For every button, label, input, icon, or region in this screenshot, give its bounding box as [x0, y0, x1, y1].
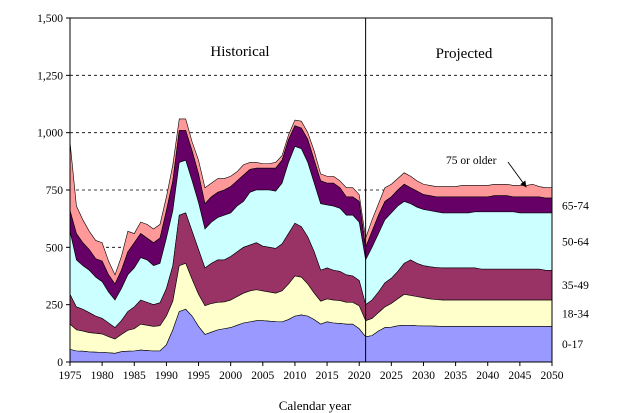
x-tick-label: 2010 [283, 370, 306, 382]
x-axis-label: Calendar year [279, 398, 352, 413]
y-tick-label: 250 [46, 300, 64, 312]
x-tick-label: 2040 [476, 370, 499, 382]
x-tick-label: 1995 [187, 370, 210, 382]
band-label-0-17: 0-17 [562, 339, 583, 351]
band-label-50-64: 50-64 [562, 237, 589, 249]
x-tick-label: 2030 [412, 370, 435, 382]
historical-label: Historical [210, 44, 269, 60]
band-label-65-74: 65-74 [562, 200, 589, 212]
annotation-arrow-head [520, 180, 527, 188]
x-tick-label: 1980 [91, 370, 114, 382]
x-axis: 1975 1980 1985 1990 1995 2000 2005 2010 2015 2020… [59, 362, 564, 382]
y-axis: 0 250 500 750 1,000 1,250 1,500 [37, 13, 70, 369]
chart-labels: Calendar year Historical Projected 0-17 18-3… [210, 44, 589, 413]
x-tick-label: 2035 [444, 370, 467, 382]
x-tick-label: 2000 [219, 370, 242, 382]
x-tick-label: 1985 [123, 370, 146, 382]
projected-label: Projected [436, 46, 493, 62]
x-tick-label: 1990 [155, 370, 178, 382]
y-tick-label: 1,000 [37, 128, 63, 140]
area-series [69, 118, 553, 363]
x-tick-label: 2015 [316, 370, 339, 382]
x-tick-label: 2005 [251, 370, 274, 382]
x-tick-label: 2020 [348, 370, 371, 382]
annotation-label: 75 or older [446, 155, 497, 167]
band-label-35-49: 35-49 [562, 280, 589, 292]
y-tick-label: 1,250 [37, 70, 63, 82]
band-label-18-34: 18-34 [562, 308, 589, 320]
y-tick-label: 1,500 [37, 13, 63, 25]
y-tick-label: 500 [46, 242, 64, 254]
y-tick-label: 750 [46, 185, 64, 197]
y-tick-label: 0 [57, 357, 63, 369]
x-tick-label: 2050 [541, 370, 564, 382]
x-tick-label: 2025 [380, 370, 403, 382]
x-tick-label: 2045 [508, 370, 531, 382]
x-tick-label: 1975 [59, 370, 82, 382]
